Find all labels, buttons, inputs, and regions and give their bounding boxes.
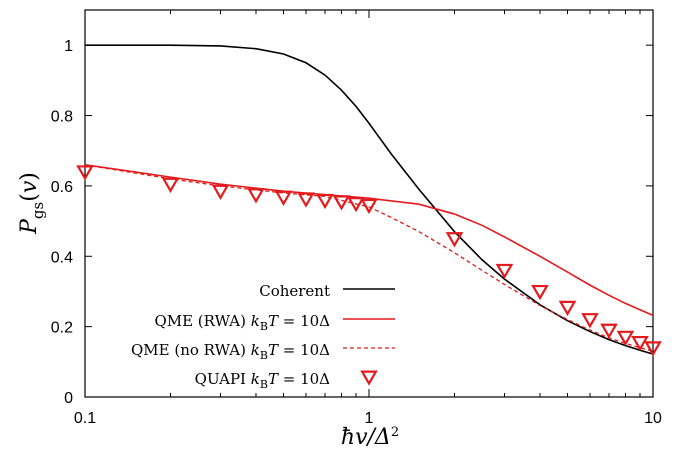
quapi-marker (633, 337, 647, 349)
svg-text:Pgs(v): Pgs(v) (17, 172, 47, 235)
legend-label: QME (RWA) kBT = 10Δ (154, 312, 330, 333)
y-tick-label: 0.6 (51, 179, 73, 196)
y-tick-label: 0.2 (51, 320, 73, 337)
legend-label: QME (no RWA) kBT = 10Δ (131, 341, 330, 362)
quapi-marker (318, 195, 332, 207)
quapi-marker (602, 325, 616, 337)
plot-frame (85, 10, 653, 397)
legend-label: Coherent (259, 282, 330, 300)
quapi-marker (583, 314, 597, 326)
quapi-marker (249, 189, 263, 201)
legend: Coherent QME (RWA) kBT = 10Δ QME (no RWA) … (131, 282, 395, 391)
quapi-marker (277, 192, 291, 204)
y-tick-label: 0.4 (51, 249, 73, 266)
x-axis-title: ħv/Δ2 (341, 425, 399, 450)
y-tick-label: 0 (64, 390, 73, 407)
y-tick-label: 1 (64, 38, 73, 55)
legend-label: QUAPI kBT = 10Δ (195, 370, 331, 391)
y-axis-title: Pgs(v) (17, 172, 47, 235)
quapi-marker (561, 302, 575, 314)
quapi-marker (619, 332, 633, 344)
quapi-marker (214, 186, 228, 198)
x-tick-label: 0.1 (74, 410, 96, 427)
quapi-marker (448, 233, 462, 245)
quapi-marker (299, 194, 313, 206)
y-tick-label: 0.8 (51, 109, 73, 126)
x-tick-label: 10 (644, 410, 662, 427)
series-line-1 (85, 165, 653, 316)
axis-ticks: 00.20.40.60.810.1 1 10 (51, 10, 662, 427)
quapi-marker (164, 179, 178, 191)
quapi-marker (335, 196, 349, 208)
quapi-marker (533, 286, 547, 298)
legend-marker (362, 372, 376, 384)
